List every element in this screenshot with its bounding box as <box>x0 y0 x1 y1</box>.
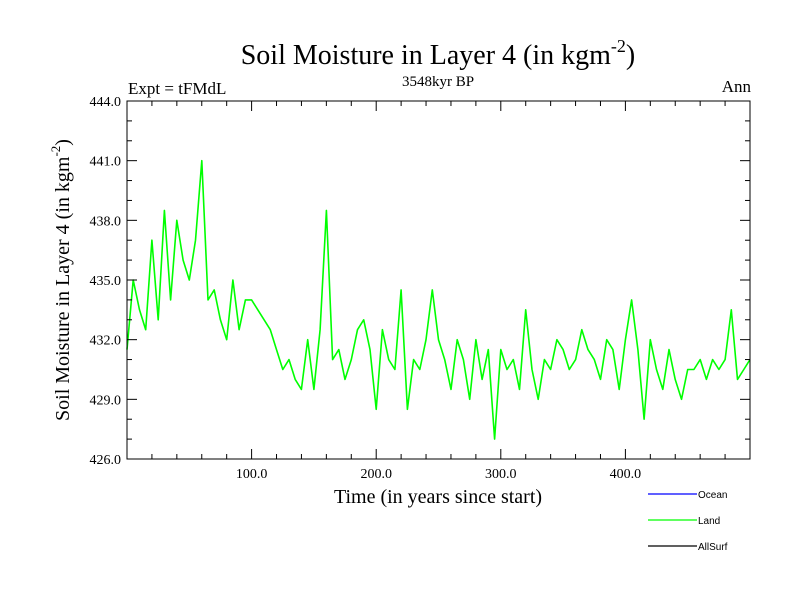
x-tick-label: 300.0 <box>485 467 517 482</box>
x-tick-label: 400.0 <box>610 467 642 482</box>
y-tick-label: 435.0 <box>90 274 122 289</box>
y-tick-label: 438.0 <box>90 214 122 229</box>
x-tick-label: 200.0 <box>360 467 392 482</box>
legend-label-allsurf: AllSurf <box>698 542 728 553</box>
season-label: Ann <box>722 77 752 96</box>
y-axis-label: Soil Moisture in Layer 4 (in kgm-2) <box>48 139 74 421</box>
legend: Ocean Land AllSurf <box>648 490 728 553</box>
plot-frame <box>126 100 751 460</box>
experiment-label: Expt = tFMdL <box>128 79 226 98</box>
x-tick-label: 100.0 <box>236 467 268 482</box>
y-tick-label: 444.0 <box>90 95 122 110</box>
y-tick-label: 426.0 <box>90 453 122 468</box>
y-tick-label: 432.0 <box>90 334 122 349</box>
y-tick-label: 429.0 <box>90 393 122 408</box>
chart-subtitle: 3548kyr BP <box>402 74 474 90</box>
series-layer <box>126 159 751 440</box>
legend-label-land: Land <box>698 516 720 527</box>
x-axis-label: Time (in years since start) <box>334 486 542 508</box>
chart-title: Soil Moisture in Layer 4 (in kgm-2) <box>241 36 636 71</box>
y-tick-label: 441.0 <box>90 155 122 170</box>
legend-label-ocean: Ocean <box>698 490 727 501</box>
series-line-land <box>126 159 751 440</box>
ticks-layer: 426.0 429.0 432.0 435.0 438.0 441.0 444.0 100.0… <box>90 95 750 482</box>
